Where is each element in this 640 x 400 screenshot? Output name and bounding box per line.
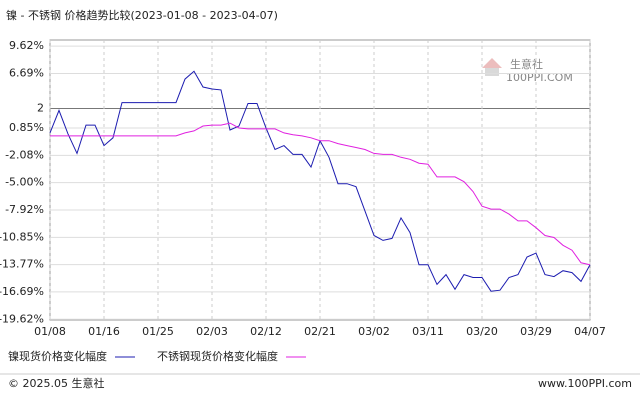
legend-label: 镍现货价格变化幅度 [8, 349, 107, 363]
x-tick-label: 01/25 [142, 325, 174, 338]
x-tick-label: 03/20 [466, 325, 498, 338]
y-tick-label: 6.69% [9, 66, 44, 79]
x-tick-label: 02/21 [304, 325, 336, 338]
footer-right: www.100PPI.com [538, 377, 632, 390]
x-tick-label: 01/08 [34, 325, 66, 338]
y-tick-label: -5.00% [5, 176, 44, 189]
chart-title: 镍 - 不锈钢 价格趋势比较(2023-01-08 - 2023-04-07) [6, 8, 278, 22]
y-tick-label: 9.62% [9, 39, 44, 52]
y-tick-label: 0.85% [9, 121, 44, 134]
footer-left: © 2025.05 生意社 [8, 376, 104, 390]
x-tick-label: 04/07 [574, 325, 606, 338]
series-line [50, 122, 591, 266]
x-tick-label: 03/29 [520, 325, 552, 338]
y-tick-label: -16.69% [0, 285, 44, 298]
watermark: 生意社 100PPI.COM [482, 57, 573, 84]
watermark-name: 生意社 [510, 57, 543, 71]
watermark-logo [482, 58, 502, 68]
y-tick-label: -2.08% [5, 148, 44, 161]
y-tick-label: -10.85% [0, 230, 44, 243]
x-tick-label: 02/03 [196, 325, 228, 338]
watermark-url: 100PPI.COM [506, 71, 573, 84]
x-tick-label: 03/02 [358, 325, 390, 338]
y-tick-label: -7.92% [5, 203, 44, 216]
x-tick-label: 01/16 [88, 325, 120, 338]
y-tick-label: 2 [37, 101, 44, 114]
x-tick-label: 03/11 [412, 325, 444, 338]
x-tick-label: 02/12 [250, 325, 282, 338]
y-tick-label: -19.62% [0, 312, 44, 325]
y-tick-label: -13.77% [0, 258, 44, 271]
watermark-logo [485, 68, 499, 76]
legend-label: 不锈钢现货价格变化幅度 [157, 349, 278, 363]
